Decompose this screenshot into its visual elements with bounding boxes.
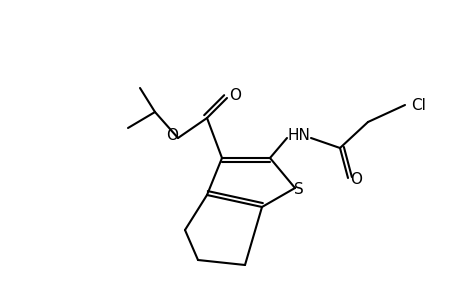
Text: O: O <box>166 128 178 143</box>
Text: Cl: Cl <box>410 98 425 112</box>
Text: O: O <box>229 88 241 104</box>
Text: S: S <box>293 182 303 197</box>
Text: O: O <box>349 172 361 188</box>
Text: HN: HN <box>287 128 310 143</box>
